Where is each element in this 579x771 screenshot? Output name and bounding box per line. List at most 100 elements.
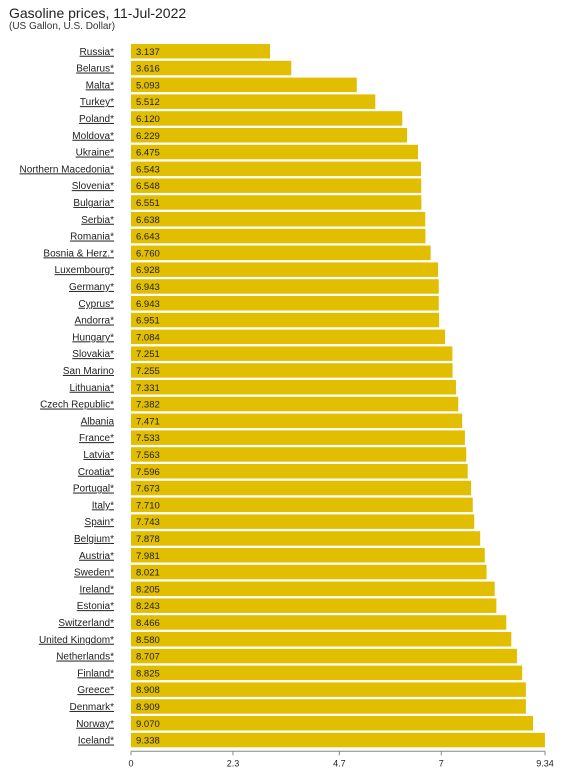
value-label-hungary: 7.084 [136,332,160,343]
category-label-sweden: Sweden* [74,568,114,579]
bar-switzerland [131,615,507,630]
bar-iceland [131,732,545,748]
value-label-sweden: 8.021 [136,568,160,579]
value-label-germany: 6.943 [136,282,160,293]
chart-subtitle: (US Gallon, U.S. Dollar) [9,21,116,32]
category-label-greece: Greece* [77,685,114,696]
value-label-austria: 7.981 [136,551,160,562]
value-label-slovakia: 7.251 [136,349,160,360]
category-label-italy: Italy* [92,500,114,511]
category-label-san-marino: San Marino [63,366,115,377]
category-label-russia: Russia* [80,47,115,58]
bar-russia [131,44,271,59]
category-label-slovenia: Slovenia* [72,181,114,192]
value-label-poland: 6.120 [136,114,160,125]
value-label-bulgaria: 6.551 [136,198,160,209]
value-label-san-marino: 7.255 [136,366,160,377]
category-label-germany: Germany* [69,282,114,293]
value-label-portugal: 7.673 [136,484,160,495]
category-label-luxembourg: Luxembourg* [55,265,115,276]
value-label-netherlands: 8.707 [136,652,160,663]
bar-poland [131,111,403,126]
bar-albania [131,413,463,429]
bar-serbia [131,212,426,227]
category-label-czech-republic: Czech Republic* [40,400,114,411]
category-label-belarus: Belarus* [76,64,114,75]
category-label-croatia: Croatia* [78,467,114,478]
bar-hungary [131,329,446,345]
category-label-portugal: Portugal* [73,484,114,495]
category-label-romania: Romania* [70,232,114,243]
x-tick-label: 9.34 [536,758,554,768]
category-label-cyprus: Cyprus* [78,299,114,310]
category-label-turkey: Turkey* [80,97,114,108]
category-label-bosnia-herz: Bosnia & Herz.* [43,248,114,259]
bar-andorra [131,312,440,328]
value-label-russia: 3.137 [136,47,160,58]
bar-slovenia [131,178,422,193]
x-tick-label: 2.3 [227,758,240,768]
value-label-slovenia: 6.548 [136,181,160,192]
category-label-malta: Malta* [86,80,114,91]
x-tick-label: 4.7 [333,758,346,768]
bar-norway [131,716,534,731]
bar-moldova [131,128,408,143]
value-label-moldova: 6.229 [136,131,160,142]
bar-denmark [131,699,526,714]
value-label-finland: 8.825 [136,668,160,679]
value-label-northern-macedonia: 6.543 [136,164,160,175]
bar-austria [131,548,485,563]
value-label-albania: 7.471 [136,416,160,427]
bar-lithuania [131,380,456,395]
bar-turkey [131,94,376,109]
category-label-denmark: Denmark* [70,702,115,713]
category-label-estonia: Estonia* [77,601,114,612]
category-label-netherlands: Netherlands* [56,652,114,663]
value-label-cyprus: 6.943 [136,299,160,310]
category-label-lithuania: Lithuania* [70,383,115,394]
bar-ireland [131,581,495,597]
category-label-northern-macedonia: Northern Macedonia* [20,164,115,175]
bar-latvia [131,447,467,462]
category-label-ireland: Ireland* [80,584,115,595]
x-tick-label: 0 [128,758,133,768]
bar-croatia [131,464,468,479]
bar-germany [131,279,439,294]
category-label-spain: Spain* [85,517,115,528]
category-label-united-kingdom: United Kingdom* [39,635,114,646]
bar-estonia [131,598,497,613]
category-label-switzerland: Switzerland* [58,618,114,629]
value-label-iceland: 9.338 [136,736,160,747]
bar-malta [131,77,357,93]
bar-finland [131,665,523,681]
value-label-belgium: 7.878 [136,534,160,545]
value-label-andorra: 6.951 [136,316,160,327]
category-label-belgium: Belgium* [74,534,114,545]
category-label-poland: Poland* [79,114,114,125]
category-label-norway: Norway* [76,719,114,730]
value-label-estonia: 8.243 [136,601,160,612]
category-label-albania: Albania [81,416,115,427]
x-axis: 0 2.3 4.7 7 9.34 [128,750,554,768]
category-label-slovakia: Slovakia* [72,349,114,360]
bar-netherlands [131,648,517,664]
value-label-romania: 6.643 [136,232,160,243]
value-label-latvia: 7.563 [136,450,160,461]
chart-title: Gasoline prices, 11-Jul-2022 [9,5,187,21]
category-label-hungary: Hungary* [72,332,114,343]
bar-italy [131,497,473,513]
value-label-czech-republic: 7.382 [136,400,160,411]
value-label-norway: 9.070 [136,719,160,730]
bar-cyprus [131,296,439,311]
bar-sweden [131,564,487,580]
bar-bulgaria [131,195,422,210]
category-label-ukraine: Ukraine* [76,148,114,159]
bars-group: Russia* 3.137 Belarus* 3.616 Malta* 5.093 Turk… [20,44,545,748]
category-label-latvia: Latvia* [83,450,114,461]
category-label-finland: Finland* [77,668,114,679]
value-label-ukraine: 6.475 [136,148,160,159]
value-label-lithuania: 7.331 [136,383,160,394]
value-label-ireland: 8.205 [136,584,160,595]
category-label-moldova: Moldova* [72,131,114,142]
